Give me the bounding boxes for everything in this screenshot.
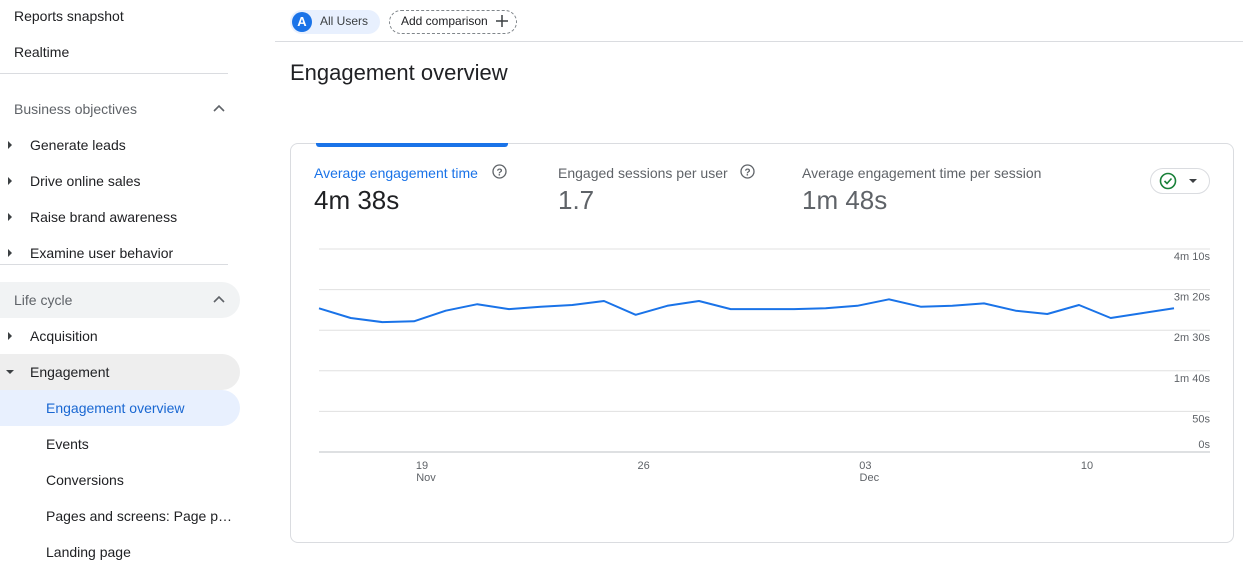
nav-subitem[interactable]: Events [46, 435, 89, 452]
y-tick-label: 3m 20s [1174, 292, 1211, 304]
nav-item[interactable]: Reports snapshot [14, 8, 124, 24]
metric-value: 1m 48s [802, 185, 888, 215]
x-tick-month: Dec [860, 472, 880, 484]
nav-subitem[interactable]: Pages and screens: Page p… [46, 507, 233, 524]
caret [6, 369, 14, 374]
active-tab-indicator [316, 143, 508, 147]
chart-card [290, 143, 1234, 543]
nav-item[interactable]: Raise brand awareness [30, 208, 178, 225]
nav-subitem[interactable]: Landing page [46, 543, 131, 560]
help-icon: ? [492, 164, 507, 179]
segment-name: All Users [320, 14, 369, 28]
svg-text:?: ? [744, 168, 750, 179]
y-tick-label: 0s [1198, 439, 1210, 451]
nav-item[interactable]: Drive online sales [30, 172, 141, 189]
x-tick-label: 10 [1081, 460, 1093, 472]
section-title[interactable]: Business objectives [14, 100, 137, 117]
x-tick-label: 26 [638, 460, 650, 472]
item-highlight [0, 353, 240, 390]
nav-subitem[interactable]: Conversions [46, 471, 124, 488]
nav-item[interactable]: Acquisition [30, 327, 98, 344]
plus-icon [496, 15, 508, 27]
data-line [318, 298, 1175, 324]
add-comparison-label: Add comparison [401, 14, 488, 28]
y-tick-label: 50s [1192, 413, 1210, 425]
collapse-chevron [213, 295, 225, 303]
add-comparison-button[interactable] [389, 10, 517, 34]
nav-item[interactable]: Realtime [14, 44, 70, 60]
metric-value: 1.7 [558, 185, 595, 215]
metric-label[interactable]: Engaged sessions per user [558, 165, 728, 181]
y-tick-label: 4m 10s [1174, 251, 1211, 263]
nav-item[interactable]: Examine user behavior [30, 244, 174, 261]
caret [8, 140, 12, 149]
section-highlight [0, 281, 240, 318]
caret [8, 248, 12, 257]
sidebar: Reports snapshot Realtime Business objecti… [0, 0, 245, 566]
nav-subitem[interactable]: Engagement overview [46, 399, 185, 416]
metric-label[interactable]: Average engagement time [314, 165, 478, 181]
help-icon: ? [740, 164, 755, 179]
active-highlight [0, 389, 240, 426]
compare-dropdown[interactable] [1150, 168, 1210, 194]
y-tick-label: 2m 30s [1174, 332, 1211, 344]
nav-divider [0, 263, 228, 265]
x-tick-label: 03 [859, 460, 871, 472]
caret [8, 331, 12, 340]
metric-value: 4m 38s [314, 185, 400, 215]
y-tick-label: 1m 40s [1174, 373, 1211, 385]
divider [275, 41, 1243, 42]
segment-badge: A [292, 12, 312, 32]
section-title[interactable]: Life cycle [14, 291, 73, 308]
nav-item[interactable]: Generate leads [30, 136, 126, 153]
page-title: Engagement overview [290, 60, 508, 85]
nav-divider [0, 73, 228, 74]
nav-item[interactable]: Engagement [30, 363, 110, 380]
x-tick-label: 19 [416, 460, 428, 472]
dropdown-icons [1159, 172, 1197, 190]
svg-text:?: ? [496, 168, 502, 179]
collapse-chevron [213, 104, 225, 112]
caret [8, 176, 12, 185]
x-tick-month: Nov [416, 472, 436, 484]
caret [8, 212, 12, 221]
metric-label[interactable]: Average engagement time per session [802, 165, 1042, 181]
